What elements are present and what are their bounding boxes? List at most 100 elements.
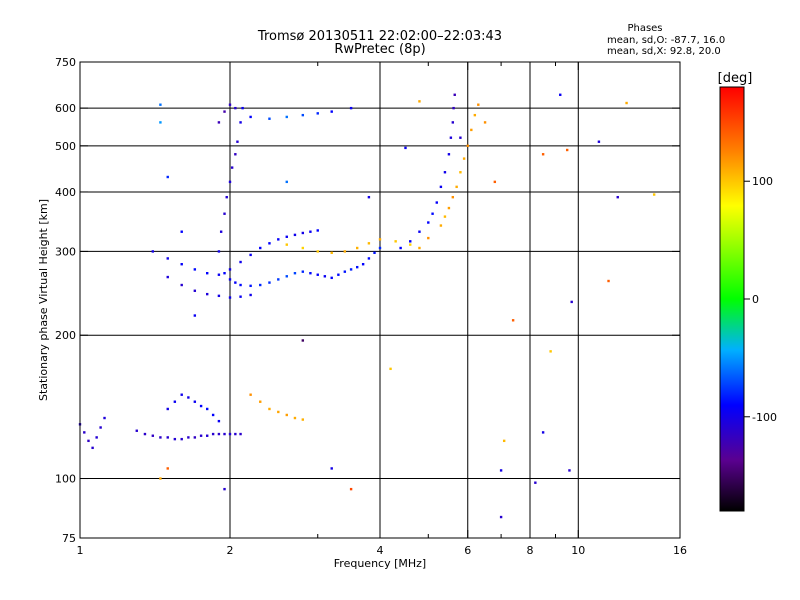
data-point xyxy=(199,434,203,437)
data-point xyxy=(455,185,458,189)
grid-layer xyxy=(80,62,680,538)
y-tick-label: 75 xyxy=(62,532,76,545)
data-point xyxy=(431,212,434,215)
data-point xyxy=(193,268,197,271)
data-point xyxy=(211,432,215,436)
data-point xyxy=(180,263,183,266)
data-point xyxy=(361,263,365,266)
data-point xyxy=(205,272,209,275)
data-point xyxy=(349,106,353,110)
data-point xyxy=(541,431,545,434)
data-point xyxy=(99,426,102,429)
data-point xyxy=(143,432,147,436)
data-point xyxy=(349,268,353,271)
data-point xyxy=(443,171,447,174)
data-point xyxy=(187,396,190,399)
data-point xyxy=(268,242,271,245)
points-layer xyxy=(78,93,656,519)
data-point xyxy=(316,273,319,276)
data-point xyxy=(223,432,226,436)
data-point xyxy=(95,436,98,439)
data-point xyxy=(151,434,155,437)
data-point xyxy=(103,416,106,420)
data-point xyxy=(343,250,347,253)
data-point xyxy=(187,436,190,439)
data-point xyxy=(418,230,421,233)
colorbar-tick-label: -100 xyxy=(752,411,777,424)
data-point xyxy=(462,157,466,160)
data-point xyxy=(285,115,288,119)
data-point xyxy=(309,230,312,233)
data-point xyxy=(236,140,239,143)
phase-info-header: Phases xyxy=(627,23,662,34)
data-point xyxy=(301,418,305,421)
data-point xyxy=(453,93,456,96)
data-point xyxy=(180,283,183,287)
data-point xyxy=(166,257,169,260)
data-point xyxy=(166,467,169,470)
data-point xyxy=(228,180,232,184)
data-point xyxy=(166,407,169,411)
data-point xyxy=(367,195,371,199)
data-point xyxy=(166,275,169,279)
data-point xyxy=(285,243,288,246)
data-point xyxy=(159,477,162,480)
data-point xyxy=(159,121,162,124)
data-point xyxy=(239,283,242,287)
data-point xyxy=(268,281,271,284)
y-axis-label: Stationary phase Virtual Height [km] xyxy=(37,199,50,401)
data-point xyxy=(443,215,447,218)
data-point xyxy=(652,193,656,196)
data-point xyxy=(293,233,297,237)
data-point xyxy=(228,278,232,281)
data-point xyxy=(277,238,280,241)
data-point xyxy=(568,469,571,472)
data-point xyxy=(330,251,333,255)
y-tick-label: 400 xyxy=(55,186,76,199)
data-point xyxy=(502,439,506,443)
data-point xyxy=(399,246,402,250)
data-point xyxy=(87,439,90,443)
data-point xyxy=(316,112,319,115)
data-point xyxy=(228,103,232,106)
data-point xyxy=(565,148,569,152)
data-point xyxy=(439,185,443,189)
data-point xyxy=(293,272,297,275)
x-tick-label: 1 xyxy=(77,544,84,557)
data-point xyxy=(367,257,371,260)
y-tick-label: 600 xyxy=(55,102,76,115)
data-point xyxy=(249,293,252,297)
x-tick-label: 4 xyxy=(377,544,384,557)
data-point xyxy=(268,407,271,411)
data-point xyxy=(483,121,487,124)
data-point xyxy=(316,250,319,253)
data-point xyxy=(378,246,382,250)
data-point xyxy=(439,224,443,227)
data-point xyxy=(285,413,288,417)
data-point xyxy=(234,106,237,110)
data-point xyxy=(435,201,438,204)
data-point xyxy=(211,413,215,417)
x-tick-label: 6 xyxy=(464,544,471,557)
data-point xyxy=(268,117,271,120)
data-point xyxy=(205,292,209,296)
data-point xyxy=(418,100,421,103)
data-point xyxy=(217,250,221,253)
data-point xyxy=(466,144,469,148)
data-point xyxy=(607,279,610,283)
colorbar-ticks: 100 0 -100 xyxy=(744,175,777,424)
data-point xyxy=(378,238,382,241)
data-point xyxy=(241,106,244,110)
data-point xyxy=(625,101,628,105)
data-point xyxy=(166,175,169,179)
data-point xyxy=(451,195,455,199)
data-point xyxy=(597,140,601,143)
data-point xyxy=(309,272,312,275)
data-point xyxy=(418,246,421,250)
data-point xyxy=(277,278,280,281)
data-point xyxy=(83,431,86,434)
data-point xyxy=(409,240,412,243)
phase-info-x: mean, sd,X: 92.8, 20.0 xyxy=(607,46,721,57)
